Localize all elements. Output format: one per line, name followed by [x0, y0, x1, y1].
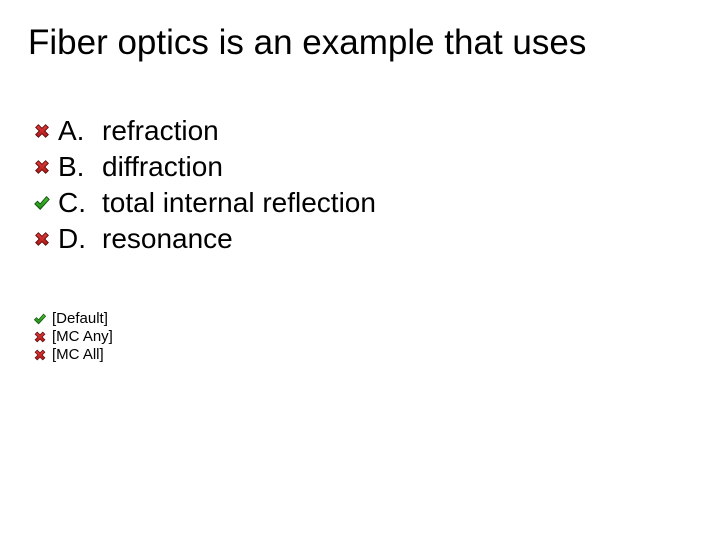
meta-row: [Default] [32, 310, 113, 327]
option-text: total internal reflection [102, 187, 376, 219]
option-row: B. diffraction [32, 151, 376, 183]
option-letter: A. [58, 115, 102, 147]
option-text: resonance [102, 223, 233, 255]
option-row: A. refraction [32, 115, 376, 147]
option-letter: B. [58, 151, 102, 183]
option-text: diffraction [102, 151, 223, 183]
meta-text: [Default] [52, 310, 108, 327]
option-text: refraction [102, 115, 219, 147]
x-icon [32, 121, 52, 141]
check-icon [32, 193, 52, 213]
x-icon [32, 329, 48, 345]
x-icon [32, 347, 48, 363]
check-icon [32, 311, 48, 327]
option-letter: D. [58, 223, 102, 255]
x-icon [32, 229, 52, 249]
x-icon [32, 157, 52, 177]
meta-row: [MC Any] [32, 328, 113, 345]
option-letter: C. [58, 187, 102, 219]
meta-text: [MC Any] [52, 328, 113, 345]
question-title: Fiber optics is an example that uses [28, 22, 702, 64]
meta-list: [Default] [MC Any] [MC All] [32, 310, 113, 364]
meta-row: [MC All] [32, 346, 113, 363]
option-row: C. total internal reflection [32, 187, 376, 219]
options-list: A. refraction B. diffraction [32, 115, 376, 259]
option-row: D. resonance [32, 223, 376, 255]
meta-text: [MC All] [52, 346, 104, 363]
